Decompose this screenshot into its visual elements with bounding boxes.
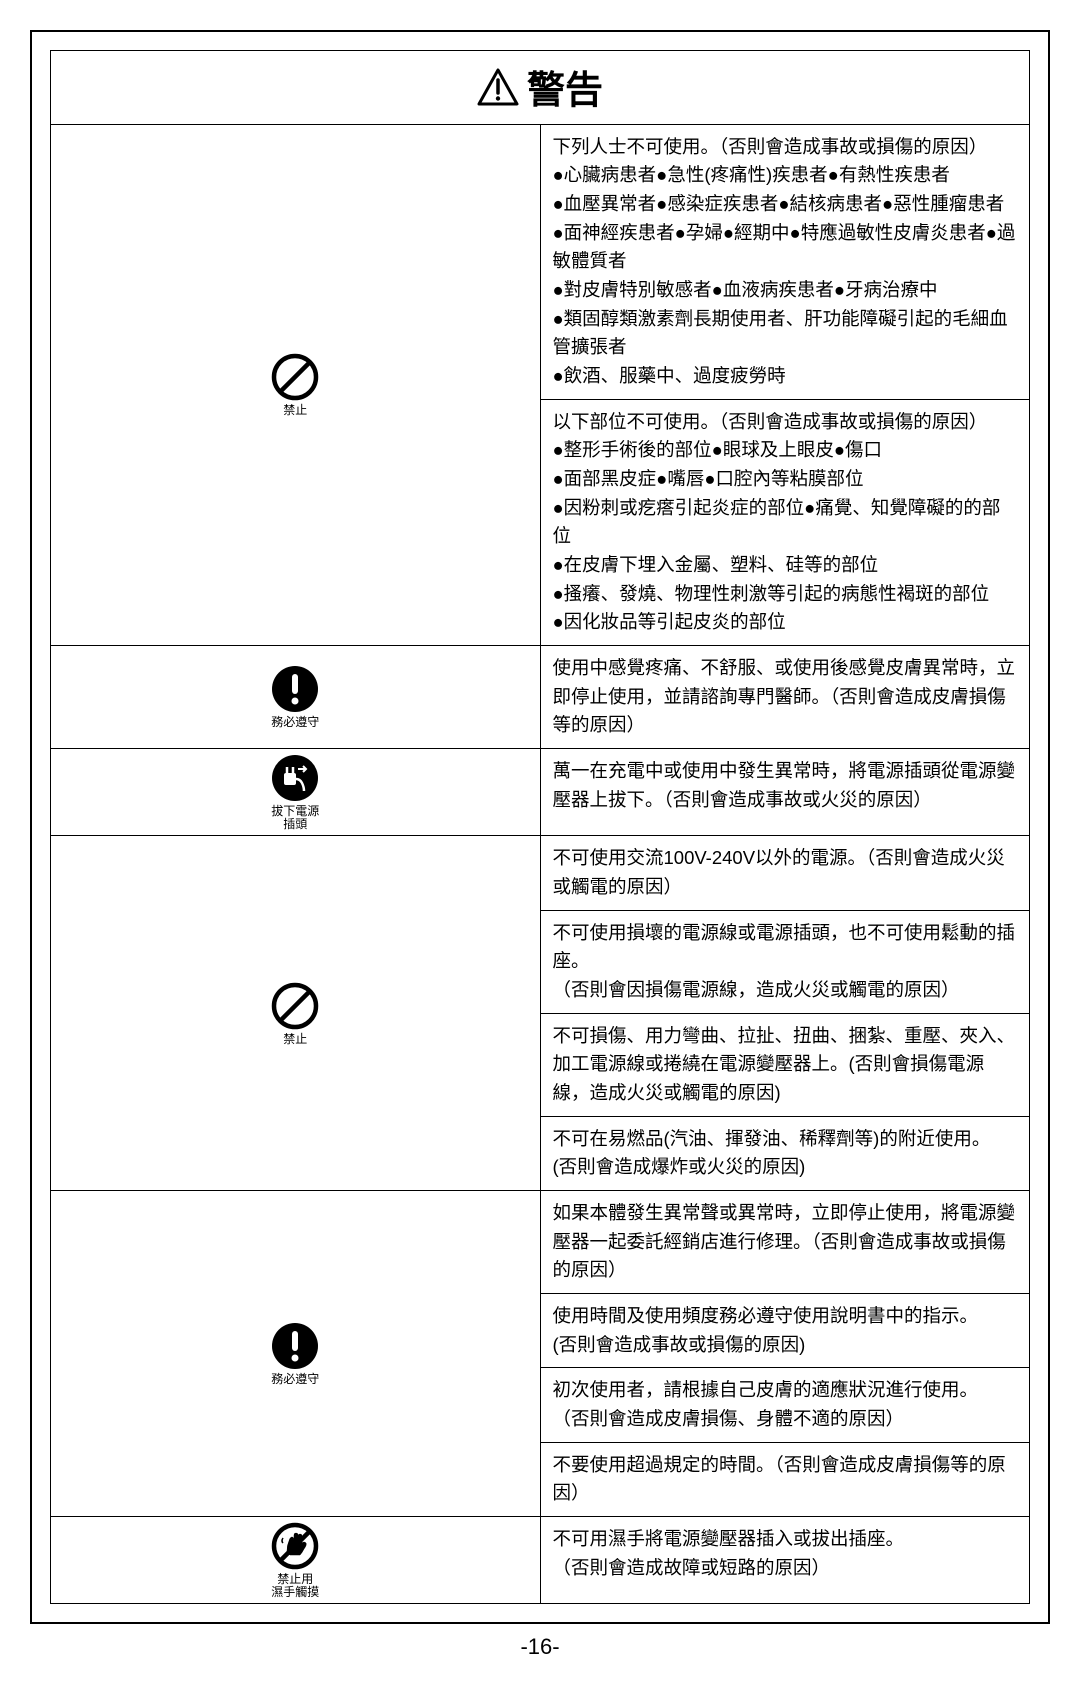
icon-cell: 拔下電源插頭 [51, 748, 541, 835]
warning-text: 不可在易燃品(汽油、揮發油、稀釋劑等)的附近使用。(否則會造成爆炸或火災的原因) [540, 1116, 1030, 1190]
warning-table: 警告 禁止 下列人士不可使用。（否則會造成事故或損傷的原因）●心臟病患者●急性(疼… [50, 50, 1030, 1604]
warning-header: 警告 [51, 51, 1030, 125]
prohibit-icon: 禁止 [55, 981, 536, 1046]
page-border: 警告 禁止 下列人士不可使用。（否則會造成事故或損傷的原因）●心臟病患者●急性(疼… [30, 30, 1050, 1624]
icon-cell: 務必遵守 [51, 645, 541, 748]
icon-cell: 禁止 [51, 836, 541, 1191]
icon-label: 拔下電源插頭 [271, 805, 319, 831]
icon-label: 禁止 [283, 404, 307, 417]
icon-label: 禁止 [283, 1033, 307, 1046]
warning-text: 不可用濕手將電源變壓器插入或拔出插座。（否則會造成故障或短路的原因） [540, 1517, 1030, 1604]
warning-text: 不可損傷、用力彎曲、拉扯、扭曲、捆紮、重壓、夾入、加工電源線或捲繞在電源變壓器上… [540, 1013, 1030, 1116]
icon-label: 禁止用濕手觸摸 [271, 1573, 319, 1599]
wethand-icon: 禁止用濕手觸摸 [55, 1521, 536, 1599]
warning-text: 不可使用損壞的電源線或電源插頭，也不可使用鬆動的插座。（否則會因損傷電源線，造成… [540, 910, 1030, 1013]
page-number: -16- [30, 1634, 1050, 1660]
warning-text: 使用中感覺疼痛、不舒服、或使用後感覺皮膚異常時，立即停止使用，並請諮詢專門醫師。… [540, 645, 1030, 748]
mandatory-icon: 務必遵守 [55, 664, 536, 729]
icon-label: 務必遵守 [271, 1373, 319, 1386]
prohibit-icon: 禁止 [55, 352, 536, 417]
warning-text: 初次使用者，請根據自己皮膚的適應狀況進行使用。（否則會造成皮膚損傷、身體不適的原… [540, 1368, 1030, 1442]
warning-text: 不要使用超過規定的時間。（否則會造成皮膚損傷等的原因） [540, 1442, 1030, 1516]
mandatory-icon: 務必遵守 [55, 1321, 536, 1386]
warning-text: 使用時間及使用頻度務必遵守使用說明書中的指示。(否則會造成事故或損傷的原因) [540, 1294, 1030, 1368]
unplug-icon: 拔下電源插頭 [55, 753, 536, 831]
warning-triangle-icon [477, 68, 519, 106]
warning-text: 萬一在充電中或使用中發生異常時，將電源插頭從電源變壓器上拔下。（否則會造成事故或… [540, 748, 1030, 835]
warning-text: 下列人士不可使用。（否則會造成事故或損傷的原因）●心臟病患者●急性(疼痛性)疾患… [540, 124, 1030, 399]
warning-text: 不可使用交流100V-240V以外的電源。（否則會造成火災或觸電的原因） [540, 836, 1030, 910]
icon-label: 務必遵守 [271, 716, 319, 729]
warning-text: 以下部位不可使用。（否則會造成事故或損傷的原因）●整形手術後的部位●眼球及上眼皮… [540, 399, 1030, 645]
warning-title: 警告 [527, 59, 603, 114]
icon-cell: 禁止用濕手觸摸 [51, 1517, 541, 1604]
icon-cell: 禁止 [51, 124, 541, 645]
warning-text: 如果本體發生異常聲或異常時，立即停止使用，將電源變壓器一起委託經銷店進行修理。（… [540, 1191, 1030, 1294]
icon-cell: 務必遵守 [51, 1191, 541, 1517]
